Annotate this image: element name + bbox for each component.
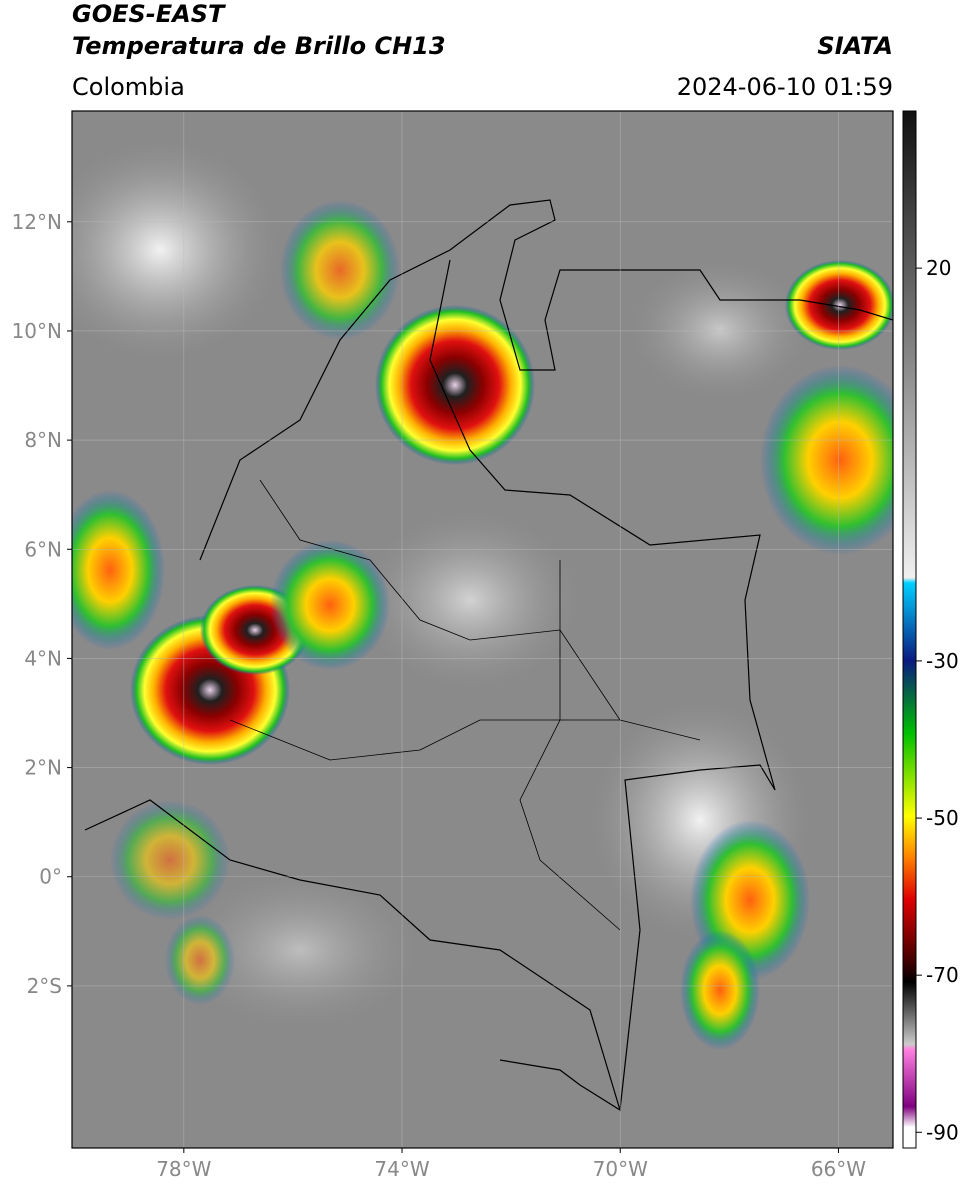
datetime: 2024-06-10 01:59 xyxy=(677,73,893,101)
y-tick-label: 4°N xyxy=(24,646,62,670)
x-tick-label: 70°W xyxy=(593,1157,648,1181)
y-tick-label: 12°N xyxy=(12,210,62,234)
colorbar xyxy=(902,110,917,1149)
colorbar-tick-label: -50 xyxy=(926,806,959,830)
x-tick-label: 74°W xyxy=(374,1157,429,1181)
colorbar-tick-label: 20 xyxy=(926,256,951,280)
satellite-image xyxy=(72,111,893,1148)
region: Colombia xyxy=(72,73,185,101)
x-tick-label: 78°W xyxy=(156,1157,211,1181)
y-tick-label: 8°N xyxy=(24,428,62,452)
map-frame xyxy=(71,110,894,1149)
y-tick-label: 2°N xyxy=(24,756,62,780)
subtitle: Temperatura de Brillo CH13 xyxy=(72,32,446,60)
y-tick-label: 2°S xyxy=(27,974,62,998)
colorbar-tick-label: -30 xyxy=(926,649,959,673)
y-tick-label: 6°N xyxy=(24,537,62,561)
x-tick-label: 66°W xyxy=(811,1157,866,1181)
graticule xyxy=(72,111,893,1148)
y-tick-label: 0° xyxy=(39,865,62,889)
source: SIATA xyxy=(817,32,893,60)
y-tick-label: 10°N xyxy=(12,319,62,343)
title: GOES-EAST xyxy=(72,0,226,28)
colorbar-tick-label: -90 xyxy=(926,1120,959,1144)
colorbar-tick-label: -70 xyxy=(926,963,959,987)
